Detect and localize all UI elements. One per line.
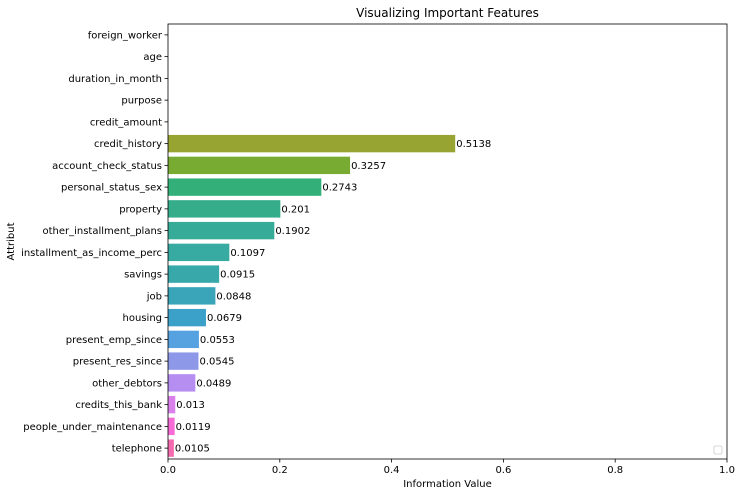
bar-other_debtors <box>168 374 196 392</box>
bar-personal_status_sex <box>168 178 322 196</box>
bar-value-label: 0.0553 <box>200 335 235 346</box>
y-tick-label: present_res_since <box>73 357 162 368</box>
y-tick-label: installment_as_income_perc <box>21 248 162 259</box>
bar-other_installment_plans <box>168 221 275 240</box>
y-tick-label: account_check_status <box>52 161 162 172</box>
bar-value-label: 0.201 <box>281 204 310 215</box>
bar-job <box>168 287 216 305</box>
bar-value-label: 0.1902 <box>275 226 310 237</box>
bar-value-label: 0.013 <box>176 400 205 411</box>
legend-box <box>713 445 723 455</box>
y-axis-label: Attribut <box>6 222 17 260</box>
x-tick-label: 1.0 <box>719 465 735 476</box>
bar-credits_this_bank <box>168 395 176 414</box>
bar-present_res_since <box>168 352 199 370</box>
y-tick-label: job <box>146 291 162 302</box>
chart-title: Visualizing Important Features <box>356 6 539 20</box>
y-tick-label: telephone <box>112 444 162 455</box>
x-tick-label: 0.4 <box>384 465 400 476</box>
x-axis: 0.0 0.2 0.4 0.6 0.8 1.0 <box>160 459 735 476</box>
y-tick-label: duration_in_month <box>68 74 162 85</box>
x-tick-label: 0.6 <box>495 465 511 476</box>
bar-value-label: 0.5138 <box>456 139 491 150</box>
y-tick-label: personal_status_sex <box>61 183 162 194</box>
y-tick-label: foreign_worker <box>88 30 163 41</box>
bar-savings <box>168 265 220 283</box>
y-tick-label: purpose <box>121 96 162 107</box>
bar-value-label: 0.0489 <box>196 378 231 389</box>
bar-value-label: 0.2743 <box>322 183 357 194</box>
bar-telephone <box>168 439 174 457</box>
y-tick-label: other_installment_plans <box>42 226 162 237</box>
bar-installment_as_income_perc <box>168 243 230 262</box>
x-axis-label: Information Value <box>403 479 492 490</box>
y-tick-label: credit_amount <box>90 117 162 128</box>
y-tick-label: present_emp_since <box>66 335 162 346</box>
x-tick-label: 0.8 <box>607 465 623 476</box>
bar-value-label: 0.1097 <box>230 248 265 259</box>
bar-housing <box>168 308 206 327</box>
bar-property <box>168 200 281 218</box>
bar-credit_history <box>168 134 456 153</box>
bar-value-label: 0.0679 <box>207 313 242 324</box>
y-tick-label: housing <box>123 313 162 324</box>
bar-value-label: 0.0105 <box>175 444 210 455</box>
bar-value-label: 0.0915 <box>220 270 255 281</box>
bar-present_emp_since <box>168 330 199 349</box>
y-tick-label: credits_this_bank <box>75 400 162 411</box>
x-tick-label: 0.0 <box>160 465 176 476</box>
y-tick-label: age <box>143 52 162 63</box>
bar-value-label: 0.0119 <box>176 422 211 433</box>
y-tick-label: other_debtors <box>92 378 162 389</box>
bar-value-label: 0.0848 <box>216 291 251 302</box>
y-tick-label: people_under_maintenance <box>23 422 162 433</box>
plot-frame <box>167 23 728 460</box>
bar-value-label: 0.3257 <box>351 161 386 172</box>
bar-people_under_maintenance <box>168 417 175 436</box>
bar-account_check_status <box>168 156 351 175</box>
y-tick-label: credit_history <box>94 139 162 150</box>
y-tick-label: property <box>119 204 162 215</box>
y-tick-label: savings <box>124 270 162 281</box>
bar-value-label: 0.0545 <box>199 357 234 368</box>
x-tick-label: 0.2 <box>272 465 288 476</box>
bars-layer: 0.5138 0.3257 0.2743 0.201 0.1902 0.1097 0.091… <box>168 134 491 457</box>
